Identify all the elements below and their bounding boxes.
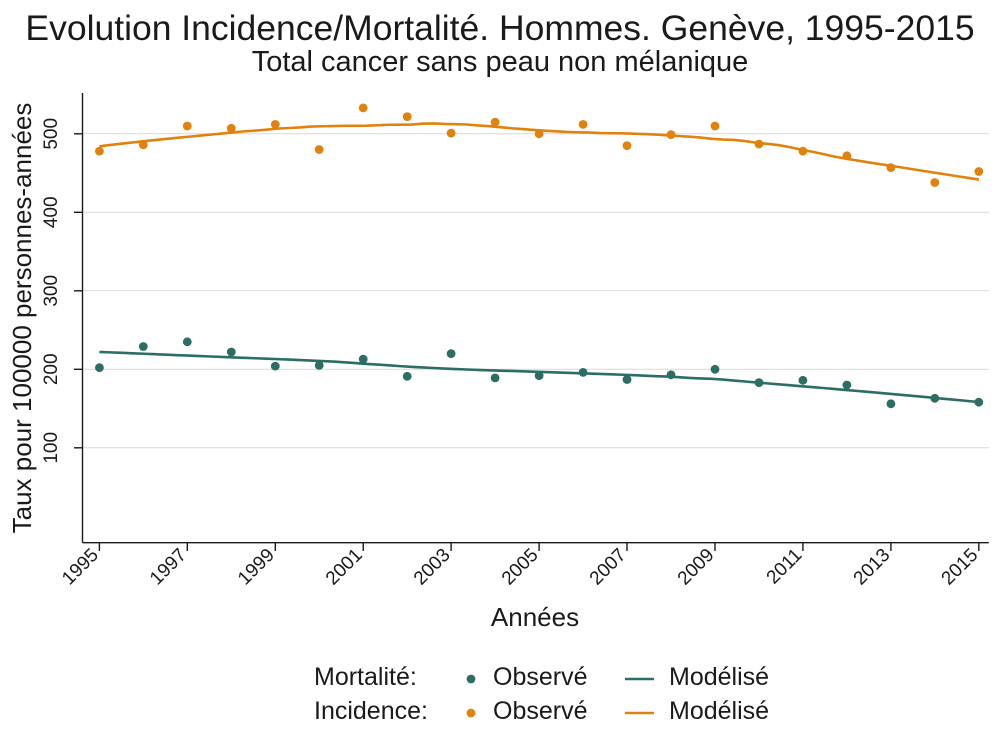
svg-text:2013: 2013 [850, 545, 895, 590]
svg-text:2009: 2009 [674, 545, 719, 590]
svg-text:400: 400 [41, 196, 62, 228]
svg-text:Modélisé: Modélisé [669, 697, 769, 725]
svg-text:Taux pour 100000 personnes-ann: Taux pour 100000 personnes-années [7, 103, 37, 534]
svg-text:1995: 1995 [58, 545, 103, 590]
svg-text:100: 100 [41, 432, 62, 464]
svg-text:2015: 2015 [938, 545, 983, 590]
svg-text:Observé: Observé [493, 697, 587, 725]
svg-text:2005: 2005 [498, 545, 543, 590]
svg-text:Incidence:: Incidence: [314, 697, 428, 725]
svg-text:Modélisé: Modélisé [669, 663, 769, 691]
svg-text:500: 500 [41, 118, 62, 150]
svg-text:200: 200 [41, 353, 62, 385]
svg-text:2007: 2007 [586, 545, 631, 590]
svg-text:1997: 1997 [146, 545, 191, 590]
svg-text:2011: 2011 [763, 545, 807, 589]
svg-text:2003: 2003 [410, 545, 455, 590]
svg-text:2001: 2001 [322, 545, 367, 590]
svg-text:Années: Années [491, 602, 579, 632]
svg-text:1999: 1999 [234, 545, 279, 590]
svg-text:Observé: Observé [493, 663, 587, 691]
svg-text:300: 300 [41, 275, 62, 307]
svg-text:Mortalité:: Mortalité: [314, 663, 417, 691]
